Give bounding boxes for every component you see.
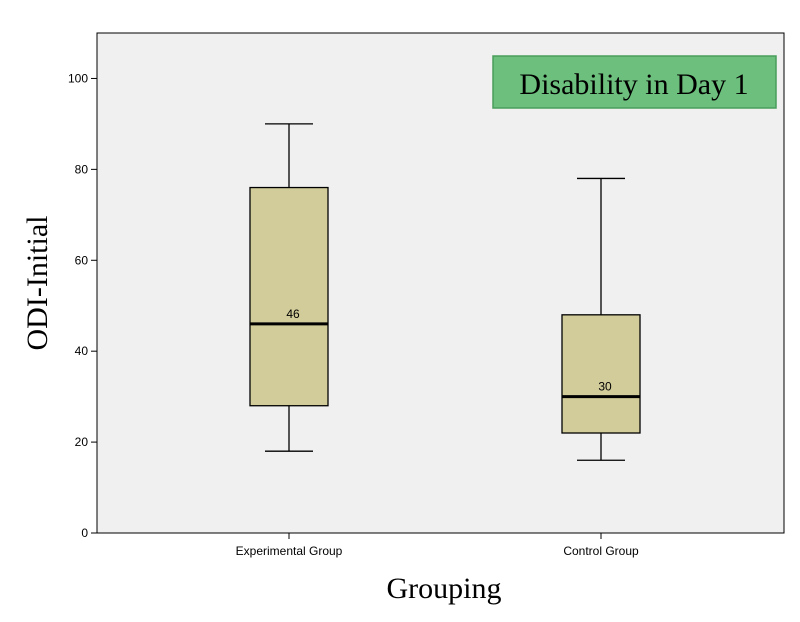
plot-area <box>96 32 785 534</box>
median-label: 46 <box>286 307 300 321</box>
iqr-box <box>561 314 641 434</box>
y-tick-label: 80 <box>75 162 89 176</box>
y-tick-label: 40 <box>75 344 89 358</box>
y-tick-label: 0 <box>81 526 88 540</box>
annotation-background <box>492 55 777 109</box>
x-axis-title: Grouping <box>387 572 502 605</box>
y-axis-title: ODI-Initial <box>21 216 54 351</box>
y-axis: 0 20 40 60 80 100 <box>68 71 97 540</box>
y-tick-label: 100 <box>68 71 88 85</box>
y-tick-label: 20 <box>75 435 89 449</box>
annotation-box: Disability in Day 1 <box>492 55 777 109</box>
iqr-box <box>249 186 329 407</box>
x-axis: Experimental Group Control Group <box>236 533 639 558</box>
annotation-text: Disability in Day 1 <box>519 68 748 101</box>
median-label: 30 <box>598 380 612 394</box>
boxes: 46 30 <box>249 123 641 461</box>
box-experimental: 46 <box>249 123 329 452</box>
x-tick-label: Experimental Group <box>236 544 343 558</box>
box-control: 30 <box>561 177 641 461</box>
x-tick-label: Control Group <box>563 544 639 558</box>
y-tick-label: 60 <box>75 253 89 267</box>
